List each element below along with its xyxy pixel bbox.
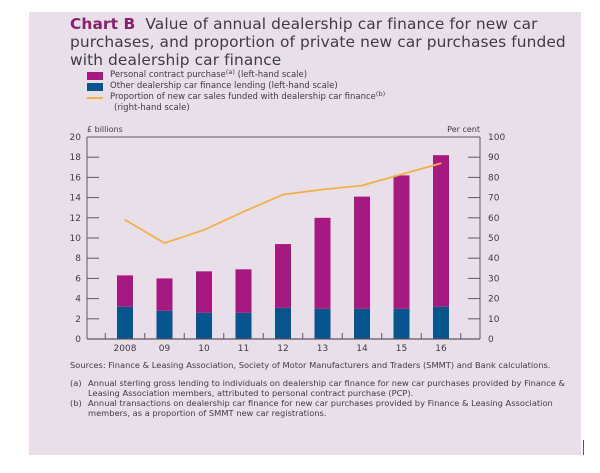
x-tick-label: 12 [277, 344, 288, 354]
x-tick-label: 16 [435, 344, 447, 354]
legend-label-proportion: Proportion of new car sales funded with … [110, 92, 376, 102]
left-tick-label: 4 [75, 295, 81, 305]
bar-other-13 [314, 308, 331, 339]
bar-other-16 [433, 306, 449, 339]
legend-suffix-pcp: (left-hand scale) [234, 70, 308, 80]
left-tick-label: 16 [70, 173, 82, 183]
line-point-12 [282, 193, 284, 196]
line-point-2008 [124, 219, 126, 221]
sources-text: Sources: Finance & Leasing Association, … [70, 360, 551, 370]
chart-title-lead: Chart B [70, 15, 136, 33]
bar-pcp-2008 [117, 275, 133, 307]
legend-label-other: Other dealership car finance lending (le… [110, 81, 338, 91]
line-point-13 [321, 188, 324, 191]
left-tick-label: 0 [75, 335, 81, 345]
legend-swatch-other [87, 83, 103, 91]
notes: Sources: Finance & Leasing Association, … [70, 360, 590, 418]
chart-title: Chart B Value of annual dealership car f… [70, 15, 575, 69]
bar-pcp-10 [196, 271, 212, 313]
left-tick-label: 20 [70, 133, 82, 143]
left-axis-unit: £ billions [87, 125, 123, 134]
bar-other-12 [275, 307, 291, 339]
left-tick-label: 10 [70, 234, 82, 244]
footnote-a-key: (a) [70, 378, 82, 388]
right-axis-unit: Per cent [447, 125, 480, 134]
bar-pcp-16 [433, 155, 449, 307]
chart-title-text: Value of annual dealership car finance f… [70, 15, 566, 69]
bar-pcp-12 [275, 244, 291, 308]
chart-panel: Chart B Value of annual dealership car f… [29, 12, 581, 455]
line-point-09 [163, 242, 166, 244]
legend-swatch-pcp [87, 72, 103, 80]
x-tick-label: 13 [317, 344, 328, 354]
right-tick-label: 50 [488, 234, 500, 244]
left-tick-label: 12 [70, 214, 81, 224]
bar-pcp-15 [393, 175, 410, 309]
right-tick-label: 20 [488, 295, 500, 305]
edge-marker [583, 440, 584, 455]
footnote-b-text: Annual transactions on dealership car fi… [88, 398, 553, 418]
x-tick-label: 09 [159, 344, 171, 354]
right-tick-label: 100 [488, 133, 505, 143]
right-tick-label: 60 [488, 214, 500, 224]
bar-other-10 [196, 312, 212, 339]
chart-svg: 0 2 4 6 8 10 12 14 16 18 20 0 10 20 30 40 50 60 70 80 90 100 2… [70, 125, 506, 354]
right-tick-label: 30 [488, 274, 500, 284]
right-tick-label: 0 [488, 335, 494, 345]
bar-other-15 [393, 308, 410, 339]
left-tick-label: 8 [75, 254, 81, 264]
footnote-b: (b) Annual transactions on dealership car… [70, 398, 590, 418]
line-point-16 [440, 162, 442, 164]
bar-other-09 [156, 310, 173, 339]
footnote-b-key: (b) [70, 398, 82, 408]
left-tick-label: 6 [75, 274, 81, 284]
bar-other-14 [354, 308, 370, 339]
line-point-10 [203, 229, 205, 231]
legend-sup-a: (a) [225, 68, 235, 76]
x-tick-label: 14 [356, 344, 368, 354]
x-tick-label: 2008 [114, 344, 137, 354]
left-tick-label: 18 [70, 153, 82, 163]
bar-pcp-14 [354, 196, 370, 309]
left-tick-label: 2 [75, 315, 81, 325]
legend-label-pcp: Personal contract purchase [110, 70, 226, 80]
line-point-14 [361, 184, 363, 187]
bar-pcp-13 [314, 217, 331, 309]
footnote-a-text: Annual sterling gross lending to individ… [88, 378, 565, 398]
right-tick-label: 10 [488, 315, 500, 325]
right-tick-label: 90 [488, 153, 500, 163]
bar-pcp-09 [156, 278, 173, 311]
legend-swatch-proportion [87, 97, 103, 99]
line-point-11 [242, 211, 245, 213]
left-tick-label: 14 [70, 194, 82, 204]
legend-sublabel-proportion: (right-hand scale) [114, 103, 190, 113]
x-tick-label: 11 [238, 344, 249, 354]
bar-other-2008 [117, 306, 133, 339]
right-tick-label: 80 [488, 173, 500, 183]
legend-sup-b: (b) [375, 90, 386, 98]
footnote-a: (a) Annual sterling gross lending to indi… [70, 378, 590, 398]
x-tick-label: 10 [198, 344, 210, 354]
x-tick-label: 15 [396, 344, 407, 354]
plot-area: 0 2 4 6 8 10 12 14 16 18 20 0 10 20 30 40 50 60 70 80 90 100 2… [70, 133, 506, 354]
right-tick-label: 70 [488, 194, 500, 204]
right-tick-label: 40 [488, 254, 500, 264]
bar-pcp-11 [235, 269, 252, 313]
line-point-15 [400, 173, 403, 175]
bar-other-11 [235, 312, 252, 339]
